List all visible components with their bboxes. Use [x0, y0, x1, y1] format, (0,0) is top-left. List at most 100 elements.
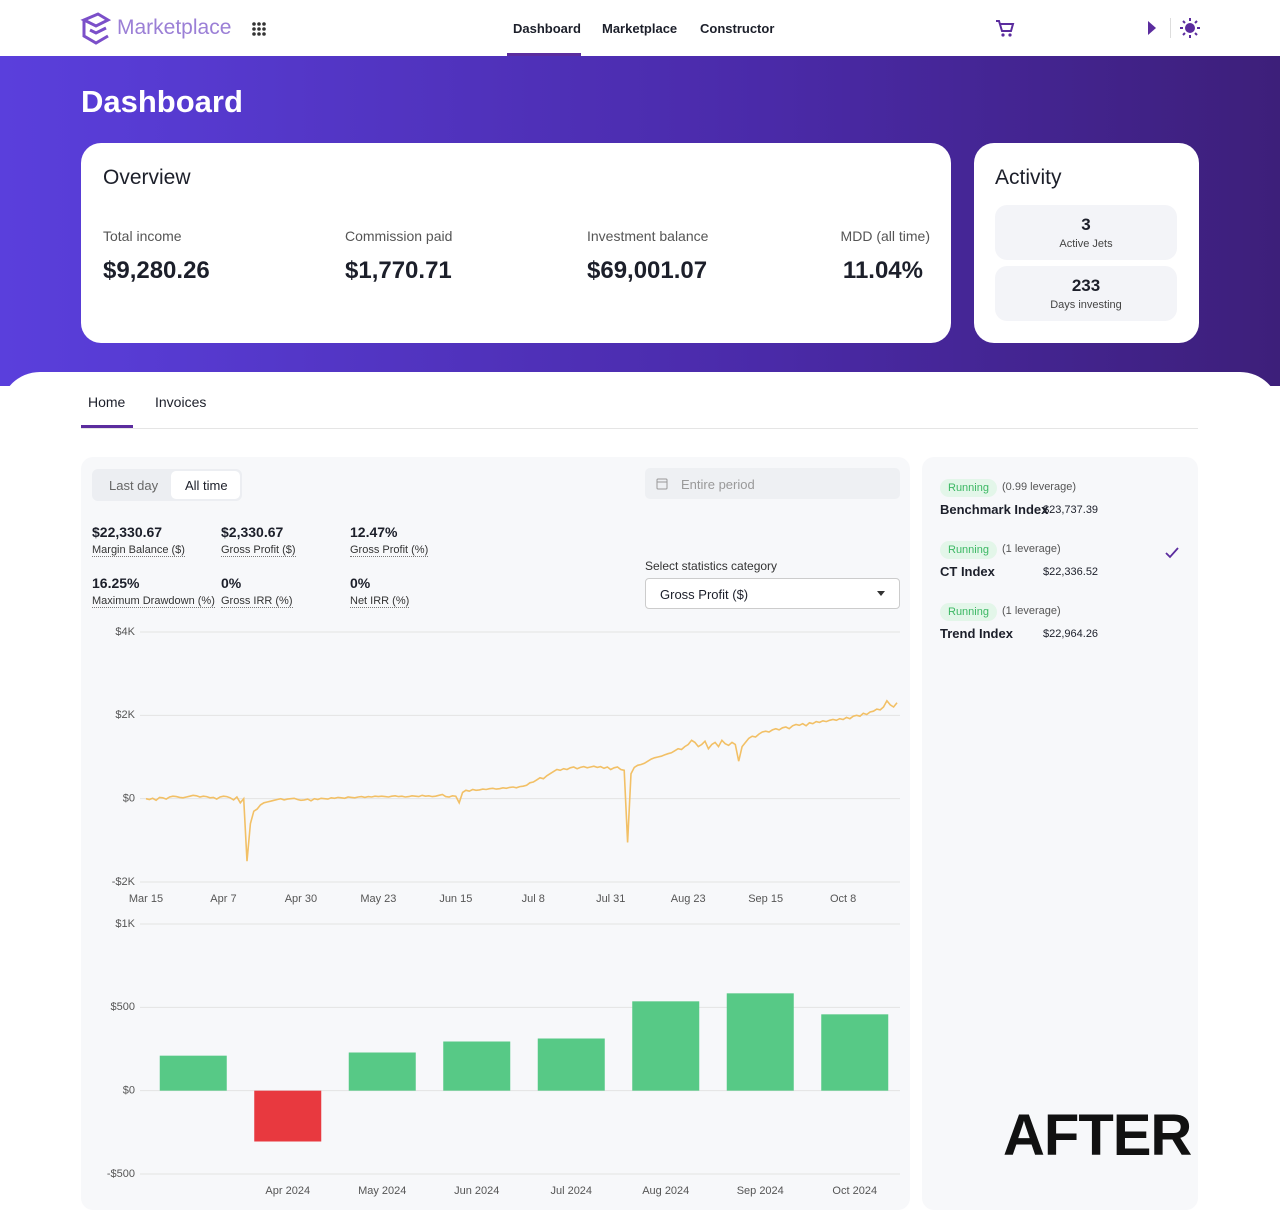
- nav-link[interactable]: Dashboard: [513, 21, 581, 36]
- leverage: (0.99 leverage): [1002, 481, 1076, 493]
- stat-label: Total income: [103, 228, 182, 244]
- index-value: $22,964.26: [1043, 628, 1099, 640]
- index-value: $22,336.52: [1043, 566, 1099, 578]
- bar: [254, 1090, 322, 1142]
- activity-item: 233 Days investing: [995, 266, 1177, 321]
- activity-value: 233: [1071, 276, 1101, 295]
- charts: -$2K $0 $2K $4K Mar 15 Apr 7 Apr 30 May 23 Jun 1…: [107, 626, 900, 1197]
- line: [145, 699, 898, 862]
- index-panel: [922, 457, 1198, 1210]
- stat-value: 11.04%: [842, 257, 923, 284]
- metric-label: Net IRR (%): [350, 595, 410, 608]
- x-tick-label: Jul 31: [596, 893, 625, 905]
- tab[interactable]: Invoices: [155, 394, 207, 410]
- cart-icon[interactable]: [995, 18, 1015, 38]
- x-tick-label: Oct 8: [830, 893, 856, 905]
- index-name[interactable]: Benchmark Index: [940, 502, 1049, 517]
- card-title: Activity: [995, 166, 1062, 189]
- activity-label: Days investing: [1050, 299, 1122, 311]
- metric-value: 16.25%: [92, 575, 140, 591]
- activity-label: Active Jets: [1059, 238, 1113, 250]
- divider: [1170, 18, 1171, 38]
- date-placeholder: Entire period: [681, 477, 755, 492]
- activity-item: 3 Active Jets: [995, 205, 1177, 260]
- x-tick-label: Aug 2024: [642, 1185, 689, 1197]
- toggle-option[interactable]: All time: [185, 478, 228, 493]
- stat-value: $9,280.26: [103, 257, 210, 284]
- y-tick-label: $4K: [115, 626, 135, 638]
- x-tick-label: May 2024: [358, 1185, 406, 1197]
- check-icon: [1165, 546, 1179, 564]
- x-tick-label: Jun 15: [439, 893, 472, 905]
- activity-value: 3: [1081, 215, 1091, 234]
- y-tick-label: $2K: [115, 709, 135, 721]
- leverage: (1 leverage): [1002, 605, 1061, 617]
- bar: [443, 1041, 511, 1091]
- stat-label: Investment balance: [587, 228, 709, 244]
- index-name[interactable]: CT Index: [940, 564, 995, 579]
- y-tick-label: $0: [123, 1085, 135, 1097]
- card-title: Overview: [103, 166, 191, 189]
- bar: [821, 1014, 889, 1091]
- page-title: Dashboard: [81, 84, 243, 119]
- x-tick-label: Oct 2024: [832, 1185, 877, 1197]
- select-label: Select statistics category: [645, 559, 778, 573]
- y-tick-label: $1K: [115, 918, 135, 930]
- bar: [348, 1052, 416, 1091]
- stat-value: $69,001.07: [587, 257, 708, 284]
- index-name[interactable]: Trend Index: [940, 626, 1013, 641]
- x-tick-label: Sep 2024: [737, 1185, 784, 1197]
- date-field[interactable]: [645, 468, 900, 499]
- nav-link[interactable]: Marketplace: [602, 21, 678, 36]
- stat-label: Commission paid: [345, 228, 453, 244]
- x-tick-label: Apr 30: [285, 893, 317, 905]
- metric-label: Maximum Drawdown (%): [92, 595, 215, 608]
- toggle-option[interactable]: Last day: [109, 478, 159, 493]
- status-badge: Running: [940, 541, 997, 559]
- bar: [632, 1001, 700, 1091]
- stat-label: MDD (all time): [840, 228, 930, 244]
- watermark: AFTER: [1003, 1103, 1192, 1168]
- bar: [159, 1055, 227, 1091]
- header: [0, 0, 1280, 56]
- theme-icon[interactable]: [1180, 18, 1200, 38]
- metric-value: $2,330.67: [221, 524, 284, 540]
- bar: [537, 1038, 605, 1091]
- nav-link[interactable]: Constructor: [700, 21, 775, 36]
- y-tick-label: -$500: [107, 1168, 135, 1180]
- select-value: Gross Profit ($): [660, 587, 749, 602]
- metric-label: Gross Profit (%): [350, 544, 429, 557]
- x-tick-label: Apr 2024: [265, 1185, 310, 1197]
- nav-underline: [507, 53, 581, 56]
- metric-value: 12.47%: [350, 524, 398, 540]
- logo-icon: [80, 12, 112, 45]
- select-arrow: [877, 591, 885, 596]
- x-tick-label: Apr 7: [210, 893, 236, 905]
- apps-icon[interactable]: [251, 21, 267, 37]
- select[interactable]: [645, 578, 900, 609]
- x-tick-label: Jul 2024: [550, 1185, 592, 1197]
- brand-icon[interactable]: [1146, 20, 1160, 36]
- y-tick-label: $0: [123, 793, 135, 805]
- metric-value: 0%: [350, 575, 371, 591]
- tab-divider: [81, 428, 1198, 429]
- y-tick-label: $500: [111, 1001, 135, 1013]
- metric-value: $22,330.67: [92, 524, 163, 540]
- calendar-icon: [656, 478, 668, 490]
- leverage: (1 leverage): [1002, 543, 1061, 555]
- x-tick-label: Jul 8: [522, 893, 545, 905]
- x-tick-label: Jun 2024: [454, 1185, 499, 1197]
- overview-card: [81, 143, 951, 343]
- brand[interactable]: Marketplace: [117, 16, 232, 39]
- metric-value: 0%: [221, 575, 242, 591]
- x-tick-label: May 23: [360, 893, 396, 905]
- tab[interactable]: Home: [88, 394, 126, 410]
- index-value: $23,737.39: [1043, 504, 1099, 516]
- metric-label: Margin Balance ($): [92, 544, 185, 557]
- status-badge: Running: [940, 479, 997, 497]
- bar: [726, 993, 794, 1091]
- y-tick-label: -$2K: [112, 876, 136, 888]
- status-badge: Running: [940, 603, 997, 621]
- toggle-active: [171, 471, 240, 499]
